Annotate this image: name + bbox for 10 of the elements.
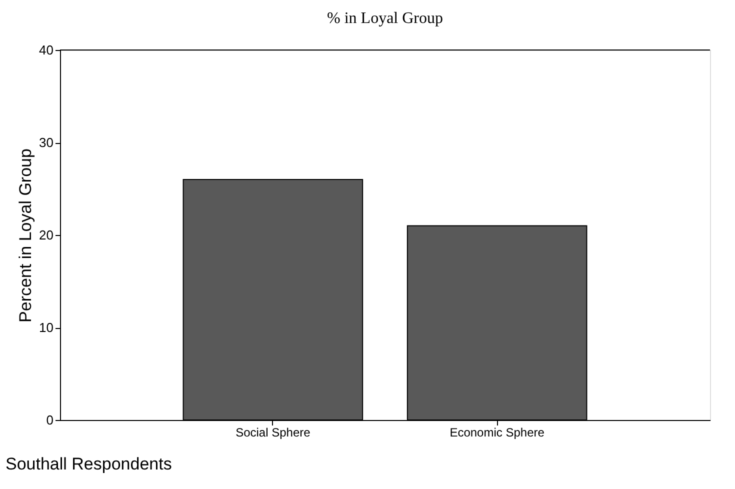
y-tick-label: 40 [39, 42, 54, 58]
chart-title: % in Loyal Group [327, 10, 443, 27]
x-tick-label: Economic Sphere [450, 426, 545, 440]
y-tick-label: 20 [39, 228, 54, 242]
y-tick-label: 10 [39, 320, 54, 335]
x-tick-label: Social Sphere [236, 426, 311, 440]
y-tick-label: 0 [46, 412, 54, 428]
y-axis-title: Percent in Loyal Group [16, 148, 36, 322]
x-axis-title: Southall Respondents [6, 454, 172, 474]
y-tick-label: 30 [39, 135, 54, 150]
